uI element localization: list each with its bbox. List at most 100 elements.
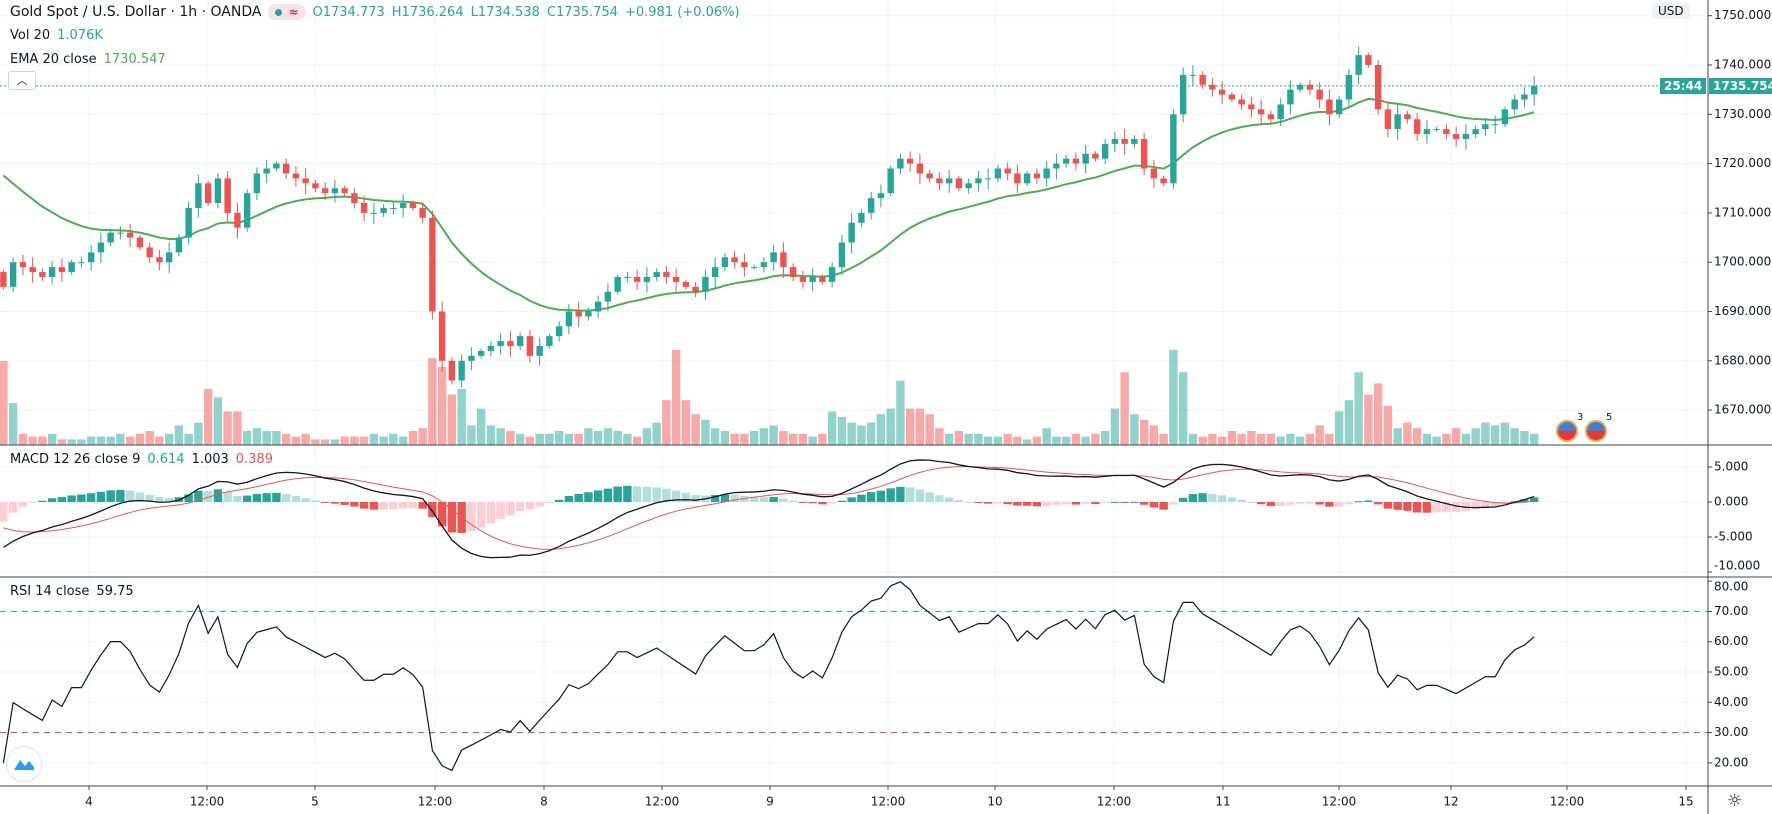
volume-bar	[291, 436, 301, 445]
candle-body	[9, 262, 17, 287]
candle-body	[48, 267, 56, 277]
candle-body	[195, 183, 202, 208]
macd-histogram-bar	[194, 490, 203, 502]
candle-body	[1228, 94, 1236, 100]
candle	[448, 357, 456, 385]
volume-bar	[174, 425, 184, 445]
candle	[1404, 110, 1411, 124]
candle	[1121, 129, 1128, 155]
candle-body	[692, 286, 699, 292]
volume-bar	[213, 397, 223, 445]
volume-bar	[1217, 436, 1227, 445]
candle	[945, 169, 953, 193]
volume-bar	[428, 358, 437, 445]
volume-bar	[1286, 433, 1295, 445]
candle-body	[1189, 74, 1197, 76]
volume-bar	[1042, 428, 1051, 445]
time-axis-label: 10	[987, 795, 1002, 809]
candle	[1170, 109, 1177, 189]
macd-histogram-bar	[1003, 502, 1012, 505]
price-axis-label: 1670.000	[1714, 403, 1771, 417]
macd-histogram-bar	[1403, 502, 1412, 511]
candle-body	[214, 178, 222, 204]
candle-body	[780, 252, 787, 268]
candle-body	[1335, 99, 1343, 115]
symbol-title[interactable]: Gold Spot / U.S. Dollar · 1h · OANDA	[10, 4, 262, 20]
volume-bar	[671, 349, 681, 445]
rsi-line	[2, 581, 1535, 772]
macd-histogram-bar	[1042, 502, 1051, 506]
ohlc-high: H1736.264	[391, 4, 464, 20]
tradingview-logo[interactable]	[6, 746, 42, 782]
economic-event-icon[interactable]	[1585, 420, 1607, 442]
settings-gear-icon[interactable]: ☼	[1727, 791, 1743, 811]
candle	[1472, 125, 1479, 139]
candle	[29, 257, 36, 283]
candle-body	[643, 276, 651, 282]
candle-body	[146, 247, 153, 258]
currency-label[interactable]: USD	[1652, 3, 1690, 19]
candle-body	[263, 168, 270, 174]
candle-body	[819, 276, 826, 282]
volume-bar	[866, 422, 876, 445]
candle	[546, 333, 553, 349]
macd-histogram-bar	[652, 487, 661, 502]
market-status-badge[interactable]: ≈	[268, 4, 306, 20]
volume-bar	[1149, 425, 1159, 445]
volume-bar	[1139, 419, 1149, 445]
candle	[282, 158, 290, 179]
volume-bar	[925, 414, 934, 445]
volume-bar	[1490, 425, 1500, 445]
volume-bar	[1481, 422, 1490, 445]
volume-bar	[350, 436, 359, 445]
candle	[731, 251, 738, 269]
candle	[1482, 117, 1489, 136]
candle-body	[273, 163, 280, 169]
macd-histogram-bar	[1208, 493, 1217, 502]
candle	[1209, 78, 1216, 97]
candle	[1452, 126, 1460, 148]
candle	[663, 265, 670, 284]
candle	[1511, 94, 1518, 115]
macd-histogram-bar	[116, 489, 125, 502]
candle	[1014, 164, 1021, 193]
candle-body	[165, 252, 173, 263]
candle	[97, 232, 105, 264]
volume-bar	[1091, 433, 1100, 445]
economic-event-icon[interactable]	[1556, 420, 1578, 442]
volume-legend[interactable]: Vol 20 1.076K	[10, 28, 103, 43]
candle	[1111, 131, 1119, 153]
macd-line	[3, 459, 1535, 559]
candle-body	[760, 262, 768, 268]
volume-bar	[574, 433, 583, 445]
volume-bar	[837, 417, 847, 445]
macd-histogram-bar	[389, 502, 398, 510]
volume-bar	[1237, 433, 1246, 445]
collapse-legend-button[interactable]: ︿	[8, 71, 36, 90]
volume-bar	[369, 433, 379, 445]
event-count: 5	[1606, 412, 1613, 423]
candle-body	[87, 252, 95, 263]
candle	[711, 257, 719, 288]
candle-body	[555, 326, 563, 337]
macd-histogram-bar	[1159, 502, 1168, 510]
ema-legend[interactable]: EMA 20 close 1730.547	[10, 52, 166, 67]
candle-body	[1199, 74, 1206, 85]
macd-histogram-bar	[1217, 495, 1227, 502]
price-axis-label: 1730.000	[1714, 107, 1771, 121]
price-axis-label: 1720.000	[1714, 156, 1771, 170]
candle-body	[156, 257, 163, 263]
volume-bar	[1227, 431, 1237, 445]
macd-histogram-bar	[564, 495, 574, 502]
macd-legend[interactable]: MACD 12 26 close 9 0.614 1.003 0.389	[10, 452, 273, 467]
candle-body	[1433, 129, 1440, 131]
volume-bar	[1022, 439, 1032, 445]
macd-histogram-bar	[311, 500, 320, 502]
rsi-legend[interactable]: RSI 14 close 59.75	[10, 584, 134, 599]
volume-bar	[28, 436, 37, 445]
candle	[126, 223, 134, 248]
macd-histogram-bar	[428, 502, 437, 518]
volume-bar	[155, 436, 164, 445]
volume-bar	[262, 431, 271, 445]
